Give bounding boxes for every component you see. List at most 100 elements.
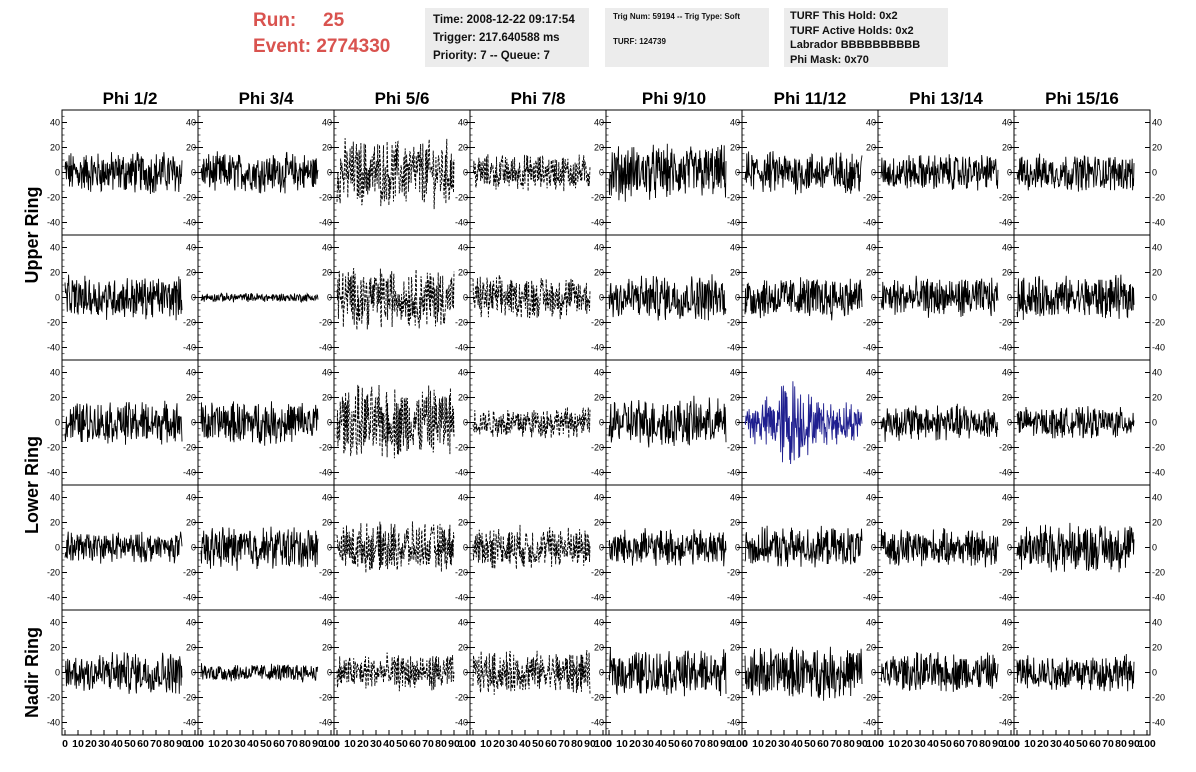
waveform-panel: -40 -40 -20 -20 0 0 20 20 40 40 <box>999 109 1165 236</box>
y-tick-label: -40 <box>183 593 196 603</box>
x-tick-label: 70 <box>422 738 434 750</box>
y-tick-label: -40 <box>727 718 740 728</box>
y-tick-label: 0 <box>1152 668 1157 678</box>
waveform-trace <box>64 400 183 445</box>
y-tick-label: 20 <box>458 518 468 528</box>
y-tick-label: 40 <box>594 618 604 628</box>
waveform-trace <box>1016 153 1135 192</box>
x-tick-label: 90 <box>176 738 188 750</box>
x-tick-label: 70 <box>694 738 706 750</box>
x-tick-label: 50 <box>1076 738 1088 750</box>
column-title: Phi 7/8 <box>511 89 566 108</box>
y-tick-label: -20 <box>727 443 740 453</box>
waveform-trace <box>744 381 863 465</box>
y-tick-label: -20 <box>999 193 1012 203</box>
y-tick-label: 40 <box>186 118 196 128</box>
waveform-trace <box>336 652 455 692</box>
y-tick-label: -20 <box>999 318 1012 328</box>
y-tick-label: -40 <box>47 468 60 478</box>
waveform-trace <box>472 154 591 192</box>
x-tick-label: 80 <box>979 738 991 750</box>
y-tick-label: 20 <box>594 268 604 278</box>
waveform-panel: -40 -20 0 20 40 <box>47 109 199 236</box>
waveform-panel: -40 -20 0 20 40 <box>183 484 335 611</box>
y-tick-label: -20 <box>455 318 468 328</box>
y-tick-label: 0 <box>55 668 60 678</box>
x-tick-label: 20 <box>629 738 641 750</box>
x-tick-label: 0 <box>470 738 476 750</box>
waveform-trace <box>472 524 591 570</box>
x-tick-label: 100 <box>594 738 612 750</box>
y-tick-label: 0 <box>735 668 740 678</box>
y-tick-label: 40 <box>730 493 740 503</box>
column-title: Phi 1/2 <box>103 89 158 108</box>
y-tick-label: -40 <box>863 593 876 603</box>
column-title: Phi 9/10 <box>642 89 706 108</box>
y-tick-label: 20 <box>730 268 740 278</box>
y-tick-label: 40 <box>594 493 604 503</box>
x-tick-label: 70 <box>966 738 978 750</box>
y-tick-label: 20 <box>730 143 740 153</box>
y-tick-label: -40 <box>455 593 468 603</box>
y-tick-label: -40 <box>183 718 196 728</box>
y-tick-label: -20 <box>591 443 604 453</box>
y-tick-label: -40 <box>183 468 196 478</box>
y-tick-label: -20 <box>863 568 876 578</box>
run-label: Run: <box>253 10 297 31</box>
event-label: Event: <box>253 36 312 57</box>
y-tick-label: 40 <box>1152 118 1162 128</box>
y-tick-label: 20 <box>1152 393 1162 403</box>
y-tick-label: 40 <box>866 118 876 128</box>
x-tick-label: 40 <box>247 738 259 750</box>
y-tick-label: -20 <box>1152 193 1165 203</box>
x-tick-label: 0 <box>878 738 884 750</box>
y-tick-label: 0 <box>191 168 196 178</box>
x-tick-label: 30 <box>506 738 518 750</box>
y-tick-label: 0 <box>871 168 876 178</box>
x-tick-label: 100 <box>730 738 748 750</box>
waveform-panel: -40 -20 0 20 40 <box>183 234 335 361</box>
y-tick-label: -20 <box>863 193 876 203</box>
y-tick-label: 20 <box>322 643 332 653</box>
waveform-panel: -40 -20 0 20 40 <box>727 359 879 486</box>
waveform-trace <box>336 521 455 573</box>
y-tick-label: -40 <box>47 343 60 353</box>
waveform-panel: -40 -20 0 20 40 <box>863 109 1015 236</box>
y-tick-label: 40 <box>186 618 196 628</box>
y-tick-label: 20 <box>50 518 60 528</box>
x-tick-label: 10 <box>888 738 900 750</box>
y-tick-label: 20 <box>186 518 196 528</box>
turf-this-hold-text: TURF This Hold: 0x2 <box>790 10 898 22</box>
waveform-trace <box>200 401 319 446</box>
y-tick-label: -20 <box>319 443 332 453</box>
x-tick-label: 20 <box>85 738 97 750</box>
y-tick-label: -40 <box>1152 343 1165 353</box>
y-tick-label: 0 <box>871 418 876 428</box>
waveform-trace <box>200 292 319 303</box>
y-tick-label: 0 <box>735 418 740 428</box>
x-tick-label: 10 <box>480 738 492 750</box>
y-tick-label: 0 <box>599 168 604 178</box>
y-tick-label: 20 <box>1002 393 1012 403</box>
turf-active-holds-text: TURF Active Holds: 0x2 <box>790 24 914 37</box>
y-tick-label: 20 <box>186 643 196 653</box>
y-tick-label: -20 <box>319 693 332 703</box>
x-tick-label: 50 <box>124 738 136 750</box>
y-tick-label: 40 <box>1152 618 1162 628</box>
y-tick-label: -20 <box>591 693 604 703</box>
waveform-trace <box>744 525 863 568</box>
y-tick-label: -40 <box>863 468 876 478</box>
y-tick-label: -20 <box>319 193 332 203</box>
y-tick-label: 0 <box>463 543 468 553</box>
x-tick-label: 90 <box>992 738 1004 750</box>
y-tick-label: 40 <box>1152 368 1162 378</box>
x-tick-label: 100 <box>1002 738 1020 750</box>
x-tick-label: 60 <box>545 738 557 750</box>
waveform-panel: -40 -20 0 20 40 <box>47 234 199 361</box>
y-tick-label: 0 <box>191 418 196 428</box>
ring-label: Upper Ring <box>22 187 42 284</box>
waveform-trace <box>200 526 319 571</box>
y-tick-label: 40 <box>730 118 740 128</box>
y-tick-label: 40 <box>1002 243 1012 253</box>
